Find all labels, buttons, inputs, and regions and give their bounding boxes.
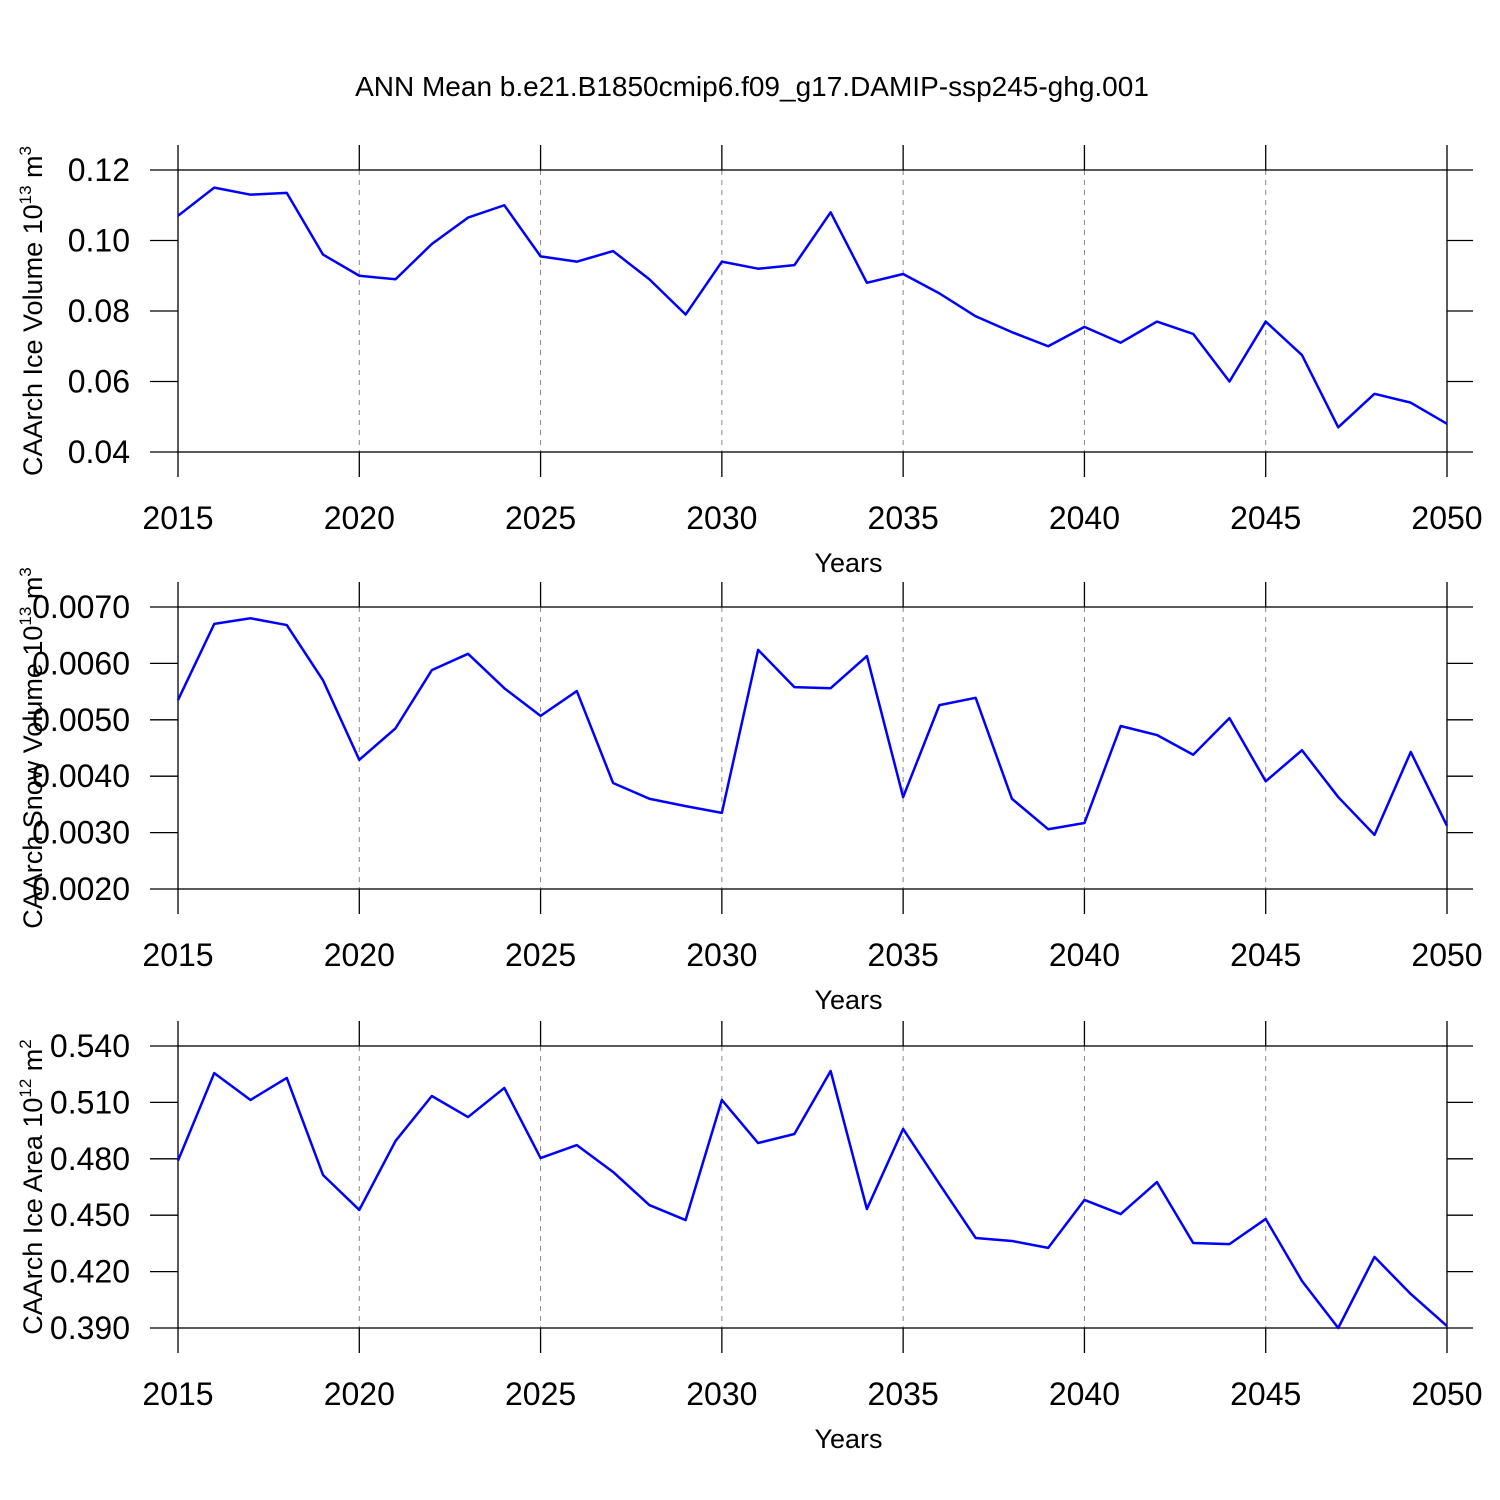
plot-frame (177, 606, 1448, 890)
y-tick-label: 0.08 (68, 293, 130, 329)
x-tick-label: 2040 (1049, 937, 1120, 973)
y-label-unit: m (18, 1049, 48, 1079)
x-tick-label: 2050 (1411, 1376, 1482, 1412)
y-label-exponent: 13 (16, 607, 35, 626)
x-tick-label: 2015 (142, 937, 213, 973)
x-tick-label: 2040 (1049, 500, 1120, 536)
y-axis-label: CAArch Ice Volume 1013 m3 (16, 146, 48, 476)
y-tick-label: 0.12 (68, 152, 130, 188)
x-axis-label: Years (814, 548, 882, 578)
x-tick-label: 2050 (1411, 500, 1482, 536)
y-tick-label: 0.480 (50, 1141, 130, 1177)
x-tick-label: 2040 (1049, 1376, 1120, 1412)
x-tick-label: 2045 (1230, 1376, 1301, 1412)
y-label-unit-exponent: 3 (16, 146, 35, 155)
y-tick-label: 0.390 (50, 1310, 130, 1346)
y-axis-label: CAArch Ice Area 1012 m2 (16, 1039, 48, 1335)
y-label-text: CAArch Ice Volume 10 (18, 204, 48, 476)
y-tick-label: 0.04 (68, 434, 130, 470)
x-tick-label: 2045 (1230, 500, 1301, 536)
y-label-unit: m (18, 155, 48, 185)
x-tick-label: 2035 (868, 1376, 939, 1412)
x-tick-label: 2020 (324, 500, 395, 536)
y-label-text: CAArch Ice Area 10 (18, 1098, 48, 1335)
x-tick-label: 2050 (1411, 937, 1482, 973)
chart-title: ANN Mean b.e21.B1850cmip6.f09_g17.DAMIP-… (355, 71, 1149, 102)
y-tick-label: 0.510 (50, 1084, 130, 1120)
data-line (176, 617, 1449, 837)
y-tick-label: 0.540 (50, 1028, 130, 1064)
x-tick-label: 2045 (1230, 937, 1301, 973)
y-label-unit: m (18, 577, 48, 607)
x-tick-label: 2035 (868, 500, 939, 536)
x-axis-label: Years (814, 1424, 882, 1454)
x-tick-label: 2030 (686, 937, 757, 973)
y-axis-label: CAArch Snow Volume 1013 m3 (16, 567, 48, 929)
x-tick-label: 2015 (142, 500, 213, 536)
data-line (176, 1069, 1448, 1330)
x-tick-label: 2030 (686, 1376, 757, 1412)
y-tick-label: 0.420 (50, 1254, 130, 1290)
y-tick-label: 0.0030 (32, 815, 130, 851)
y-tick-label: 0.0020 (32, 871, 130, 907)
plot-frame (177, 1045, 1448, 1329)
y-label-text: CAArch Snow Volume 10 (18, 626, 48, 929)
x-axis-label: Years (814, 985, 882, 1015)
y-tick-label: 0.0040 (32, 758, 130, 794)
data-line (177, 186, 1448, 429)
y-label-exponent: 12 (16, 1079, 35, 1098)
x-tick-label: 2030 (686, 500, 757, 536)
y-tick-label: 0.06 (68, 364, 130, 400)
x-tick-label: 2020 (324, 937, 395, 973)
x-tick-label: 2025 (505, 500, 576, 536)
y-tick-label: 0.10 (68, 223, 130, 259)
x-tick-label: 2035 (868, 937, 939, 973)
y-tick-label: 0.0050 (32, 702, 130, 738)
plot-frame (177, 169, 1448, 453)
y-tick-label: 0.450 (50, 1197, 130, 1233)
y-label-unit-exponent: 2 (16, 1039, 35, 1048)
x-tick-label: 2025 (505, 1376, 576, 1412)
x-tick-label: 2020 (324, 1376, 395, 1412)
x-tick-label: 2025 (505, 937, 576, 973)
y-label-exponent: 13 (16, 185, 35, 204)
y-tick-label: 0.0060 (32, 645, 130, 681)
x-tick-label: 2015 (142, 1376, 213, 1412)
y-tick-label: 0.0070 (32, 589, 130, 625)
y-label-unit-exponent: 3 (16, 567, 35, 576)
